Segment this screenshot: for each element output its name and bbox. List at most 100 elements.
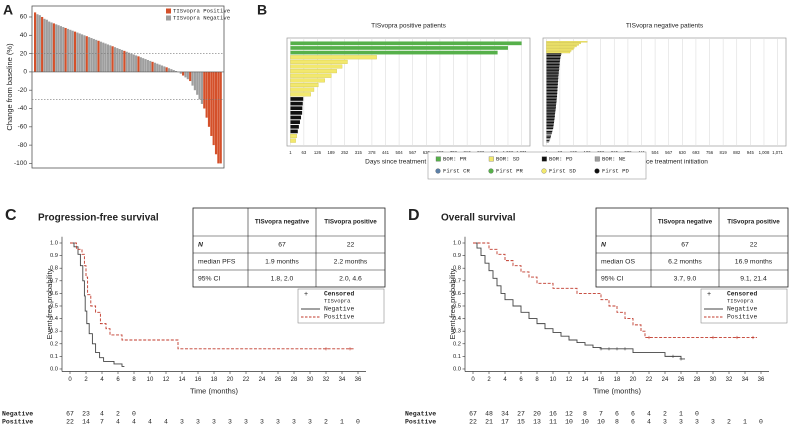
at-risk-count: 4 xyxy=(148,419,152,426)
bar xyxy=(50,22,53,72)
at-risk-count: 8 xyxy=(583,411,587,418)
at-risk-count: 4 xyxy=(647,411,651,418)
at-risk-count: 4 xyxy=(116,419,120,426)
censor-mark xyxy=(615,347,619,351)
at-risk-count: 2 xyxy=(727,419,731,426)
legend-label: Negative xyxy=(727,306,757,313)
legend-frame xyxy=(427,151,647,180)
table-header: TISvopra negative xyxy=(255,219,310,226)
at-risk-count: 2 xyxy=(663,411,667,418)
at-risk-count: 3 xyxy=(308,419,312,426)
bar xyxy=(146,60,149,72)
y-tick-label: 0.1 xyxy=(453,354,461,360)
bar xyxy=(34,12,37,72)
bar xyxy=(111,46,114,72)
swimmer-bar xyxy=(546,141,549,143)
bar xyxy=(207,71,211,127)
bar xyxy=(203,71,206,109)
swimmer-bar xyxy=(546,95,558,98)
at-risk-count: 67 xyxy=(66,411,74,418)
x-tick-label: 189 xyxy=(327,150,335,155)
panel-letter: D xyxy=(408,207,420,224)
x-tick-label: 14 xyxy=(582,377,589,383)
table-cell: 2.2 months xyxy=(334,258,368,265)
subplot-title: TISvopra positive patients xyxy=(371,23,447,30)
bar xyxy=(191,71,194,86)
x-tick-label: 6 xyxy=(116,377,120,383)
swimmer-bar xyxy=(546,65,560,67)
at-risk-count: 16 xyxy=(549,411,557,418)
x-tick-label: 567 xyxy=(665,150,673,155)
x-tick-label: 20 xyxy=(630,377,637,383)
x-tick-label: 504 xyxy=(652,150,660,155)
bar xyxy=(118,49,121,72)
x-tick-label: 36 xyxy=(355,377,362,383)
bar xyxy=(36,14,39,72)
table-cell: N xyxy=(601,241,607,248)
x-tick-label: 18 xyxy=(614,377,621,383)
swimmer-bar xyxy=(546,118,555,121)
swimmer-bar xyxy=(546,63,560,66)
swimmer-bar xyxy=(290,120,300,124)
x-tick-label: 24 xyxy=(662,377,669,383)
swimmer-bar xyxy=(290,87,315,92)
x-tick-label: 22 xyxy=(646,377,653,383)
y-axis-label: Event-free probability xyxy=(45,268,54,339)
x-tick-label: 10 xyxy=(550,377,557,383)
x-tick-label: 28 xyxy=(694,377,701,383)
at-risk-count: 3 xyxy=(711,419,715,426)
swimmer-bar xyxy=(290,111,303,115)
chart-title: Progression-free survival xyxy=(38,213,159,224)
at-risk-count: 14 xyxy=(82,419,90,426)
swimmer-bar xyxy=(546,121,555,124)
swimmer-bar xyxy=(546,70,559,72)
swimmer-bar xyxy=(546,74,559,76)
survival-curve xyxy=(70,242,125,367)
swimmer-bar xyxy=(546,44,579,46)
swimmer-bar xyxy=(546,53,562,55)
swimmer-bar xyxy=(290,129,298,134)
y-tick-label: 0.4 xyxy=(453,316,462,322)
swimmer-bar xyxy=(290,55,377,60)
table-frame xyxy=(192,207,386,288)
swimmer-bar xyxy=(546,89,558,92)
y-tick-label: 0.5 xyxy=(453,304,461,310)
y-tick-label: 0.7 xyxy=(453,278,461,284)
table-cell: 1.9 months xyxy=(265,258,299,265)
swimmer-bar xyxy=(546,62,560,64)
x-tick-label: 4 xyxy=(100,377,104,383)
bar xyxy=(182,71,185,76)
swimmer-bar xyxy=(290,106,303,111)
x-tick-label: 63 xyxy=(301,150,306,155)
swimmer-bar xyxy=(546,54,561,57)
bar xyxy=(71,30,74,72)
x-tick-label: 20 xyxy=(227,377,234,383)
x-tick-label: 126 xyxy=(314,150,322,155)
at-risk-count: 4 xyxy=(164,419,168,426)
bar xyxy=(85,36,88,72)
swimmer-bar xyxy=(546,130,553,133)
censor-mark xyxy=(348,347,352,351)
at-risk-count: 2 xyxy=(116,411,120,418)
legend-swatch xyxy=(435,156,441,162)
at-risk-count: 0 xyxy=(759,419,763,426)
swimmer-bar xyxy=(290,59,348,64)
x-tick-label: 30 xyxy=(710,377,717,383)
bar xyxy=(167,68,171,72)
bar xyxy=(66,28,70,72)
y-tick-label: -20 xyxy=(18,87,28,94)
swimmer-bar xyxy=(546,105,556,107)
legend-label: TISvopra Negative xyxy=(173,14,230,21)
censor-mark xyxy=(711,335,715,340)
y-tick-label: 0.2 xyxy=(453,341,461,347)
survival-curve xyxy=(473,242,757,338)
legend-frame xyxy=(297,288,385,324)
y-tick-label: 0.6 xyxy=(50,291,58,297)
swimmer-bar xyxy=(546,129,553,131)
swimmer-bar xyxy=(546,111,556,113)
at-risk-count: 3 xyxy=(212,419,216,426)
swimmer-bar xyxy=(546,42,581,45)
bar xyxy=(52,23,55,72)
bar xyxy=(200,71,204,104)
